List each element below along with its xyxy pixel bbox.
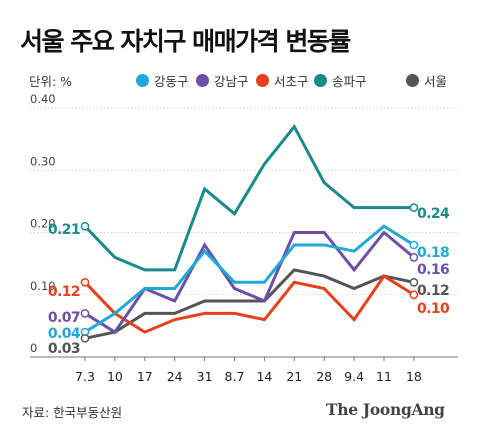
x-tick-label: 8.7 <box>225 369 245 384</box>
legend-label: 강남구 <box>214 74 249 89</box>
start-value-label: 0.07 <box>48 310 80 326</box>
series-line-서울 <box>84 268 415 340</box>
end-value-label: 0.16 <box>417 262 449 278</box>
y-tick-label: 0.10 <box>30 279 56 293</box>
x-tick-label: 11 <box>376 369 392 384</box>
legend-item: 강동구 <box>136 71 189 90</box>
y-tick-label: 0 <box>30 341 37 355</box>
x-tick-label: 24 <box>167 369 183 384</box>
endpoint-marker <box>80 277 90 287</box>
x-tick-label: 31 <box>197 369 213 384</box>
series-line-서초구 <box>83 274 415 334</box>
legend-swatch <box>314 74 327 87</box>
legend-item: 강남구 <box>196 71 249 90</box>
series-line-강남구 <box>84 230 415 335</box>
x-tick-label: 17 <box>137 369 153 384</box>
x-tick-label: 14 <box>256 369 272 384</box>
endpoint-marker <box>409 203 419 212</box>
endpoint-marker <box>80 309 90 318</box>
x-tick-label: 9.4 <box>344 369 364 384</box>
y-tick-label: 0.20 <box>30 217 56 231</box>
source-note: 자료: 한국부동산원 <box>22 405 123 420</box>
end-value-label: 0.24 <box>417 206 450 222</box>
legend-label: 서초구 <box>274 74 309 89</box>
x-tick-label: 28 <box>316 369 332 384</box>
legend-item: 서초구 <box>256 71 309 90</box>
x-tick-label: 18 <box>406 369 422 384</box>
legend-swatch <box>136 74 149 87</box>
legend-label: 강동구 <box>154 74 189 89</box>
endpoint-marker <box>409 290 419 300</box>
series-line-강동구 <box>84 224 415 334</box>
legend-item: 서울 <box>406 71 447 90</box>
unit-label: 단위: % <box>29 74 73 89</box>
legend-item: 송파구 <box>314 71 367 90</box>
endpoint-marker <box>409 240 419 250</box>
start-value-label: 0.03 <box>48 341 80 357</box>
x-tick-label: 10 <box>107 369 123 384</box>
series-line-송파구 <box>83 123 414 272</box>
legend-swatch <box>196 74 209 87</box>
start-value-label: 0.12 <box>48 284 80 300</box>
chart-title: 서울 주요 자치구 매매가격 변동률 <box>20 27 351 56</box>
y-tick-label: 0.40 <box>30 92 56 106</box>
x-tick-label: 21 <box>286 369 302 384</box>
endpoint-marker <box>80 221 90 231</box>
start-value-label: 0.04 <box>48 326 81 342</box>
end-value-label: 0.10 <box>417 301 450 317</box>
legend-label: 서울 <box>424 74 448 89</box>
end-value-label: 0.12 <box>417 283 449 299</box>
endpoint-marker <box>80 333 90 343</box>
legend-swatch <box>406 74 419 87</box>
x-tick-label: 7.3 <box>75 369 95 384</box>
legend-label: 송파구 <box>332 74 367 89</box>
endpoint-marker <box>409 253 419 262</box>
publisher-logo: The JoongAng <box>326 400 445 419</box>
endpoint-marker <box>409 277 419 287</box>
legend-swatch <box>256 74 269 87</box>
legend: 강동구 강남구 서초구 송파구 서울 <box>0 71 480 91</box>
end-value-label: 0.18 <box>417 245 449 261</box>
start-value-label: 0.21 <box>48 222 80 238</box>
y-tick-label: 0.30 <box>30 154 56 168</box>
